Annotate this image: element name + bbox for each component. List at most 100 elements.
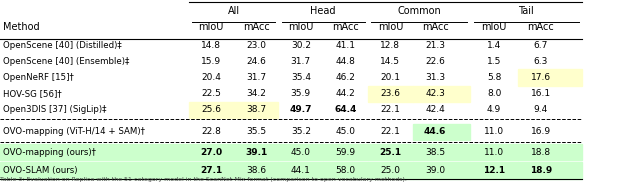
Text: 17.6: 17.6	[531, 73, 551, 82]
Text: 44.2: 44.2	[336, 89, 355, 98]
Text: 31.3: 31.3	[425, 73, 445, 82]
Text: 12.8: 12.8	[380, 41, 401, 49]
Text: 64.4: 64.4	[335, 105, 356, 114]
Text: 44.8: 44.8	[335, 57, 356, 66]
Bar	[189, 102, 234, 118]
Text: OpenScene [40] (Distilled)‡: OpenScene [40] (Distilled)‡	[3, 41, 122, 49]
Bar	[518, 162, 582, 179]
Text: 5.8: 5.8	[487, 73, 501, 82]
Text: 14.5: 14.5	[380, 57, 401, 66]
Text: mIoU: mIoU	[198, 22, 224, 32]
Text: 11.0: 11.0	[484, 148, 504, 157]
Text: 42.3: 42.3	[425, 89, 445, 98]
Text: HOV-SG [56]†: HOV-SG [56]†	[3, 89, 62, 98]
Text: 25.6: 25.6	[201, 105, 221, 114]
Text: 18.8: 18.8	[531, 148, 551, 157]
Text: 45.0: 45.0	[291, 148, 311, 157]
Text: 4.9: 4.9	[487, 105, 501, 114]
Text: 35.5: 35.5	[246, 128, 266, 136]
Bar	[234, 102, 278, 118]
Text: 44.6: 44.6	[424, 128, 446, 136]
Bar	[518, 144, 582, 160]
Bar	[323, 162, 368, 179]
Text: 16.9: 16.9	[531, 128, 551, 136]
Bar	[0, 144, 189, 160]
Text: mAcc: mAcc	[243, 22, 269, 32]
Text: 12.1: 12.1	[483, 166, 505, 175]
Bar	[470, 144, 518, 160]
Text: 27.0: 27.0	[200, 148, 222, 157]
Text: 9.4: 9.4	[534, 105, 548, 114]
Bar	[413, 124, 470, 140]
Bar	[413, 162, 470, 179]
Text: 22.8: 22.8	[201, 128, 221, 136]
Text: Head: Head	[310, 6, 336, 16]
Bar	[0, 162, 189, 179]
Text: 49.7: 49.7	[289, 105, 312, 114]
Text: 41.1: 41.1	[335, 41, 356, 49]
Text: 22.6: 22.6	[425, 57, 445, 66]
Text: 1.5: 1.5	[487, 57, 501, 66]
Text: Table 3: Evaluation on Replica with the 51-category model in the ScanNet-Mix for: Table 3: Evaluation on Replica with the …	[0, 177, 407, 182]
Text: 22.5: 22.5	[201, 89, 221, 98]
Text: 16.1: 16.1	[531, 89, 551, 98]
Text: mAcc: mAcc	[422, 22, 449, 32]
Text: 25.1: 25.1	[380, 148, 401, 157]
Text: mIoU: mIoU	[288, 22, 314, 32]
Text: 39.0: 39.0	[425, 166, 445, 175]
Text: 38.7: 38.7	[246, 105, 266, 114]
Text: 35.9: 35.9	[291, 89, 311, 98]
Text: 44.1: 44.1	[291, 166, 311, 175]
Text: mIoU: mIoU	[481, 22, 507, 32]
Text: 34.2: 34.2	[246, 89, 266, 98]
Text: 23.0: 23.0	[246, 41, 266, 49]
Text: 30.2: 30.2	[291, 41, 311, 49]
Text: 35.4: 35.4	[291, 73, 311, 82]
Text: OVO-SLAM (ours): OVO-SLAM (ours)	[3, 166, 77, 175]
Text: 39.1: 39.1	[245, 148, 267, 157]
Text: OVO-mapping (ViT-H/14 + SAM)†: OVO-mapping (ViT-H/14 + SAM)†	[3, 128, 145, 136]
Bar	[518, 69, 582, 86]
Text: Tail: Tail	[518, 6, 534, 16]
Text: 15.9: 15.9	[201, 57, 221, 66]
Text: 6.7: 6.7	[534, 41, 548, 49]
Text: 21.3: 21.3	[425, 41, 445, 49]
Text: 31.7: 31.7	[291, 57, 311, 66]
Bar	[234, 162, 278, 179]
Text: 1.4: 1.4	[487, 41, 501, 49]
Text: 45.0: 45.0	[335, 128, 356, 136]
Text: Method: Method	[3, 22, 40, 32]
Text: 6.3: 6.3	[534, 57, 548, 66]
Text: 46.2: 46.2	[335, 73, 356, 82]
Text: mAcc: mAcc	[527, 22, 554, 32]
Bar	[234, 144, 278, 160]
Text: 23.6: 23.6	[380, 89, 401, 98]
Text: 38.6: 38.6	[246, 166, 266, 175]
Text: 27.1: 27.1	[200, 166, 222, 175]
Text: 24.6: 24.6	[246, 57, 266, 66]
Text: 35.2: 35.2	[291, 128, 311, 136]
Bar	[368, 86, 413, 102]
Text: 22.1: 22.1	[380, 128, 401, 136]
Text: 14.8: 14.8	[201, 41, 221, 49]
Bar	[189, 162, 234, 179]
Text: 58.0: 58.0	[335, 166, 356, 175]
Text: OpenNeRF [15]†: OpenNeRF [15]†	[3, 73, 74, 82]
Bar	[413, 86, 470, 102]
Bar	[323, 144, 368, 160]
Text: 11.0: 11.0	[484, 128, 504, 136]
Text: 59.9: 59.9	[335, 148, 356, 157]
Text: 8.0: 8.0	[487, 89, 501, 98]
Text: Open3DIS [37] (SigLip)‡: Open3DIS [37] (SigLip)‡	[3, 105, 107, 114]
Bar	[413, 144, 470, 160]
Bar	[278, 162, 323, 179]
Text: 22.1: 22.1	[380, 105, 401, 114]
Bar	[470, 162, 518, 179]
Text: 20.4: 20.4	[201, 73, 221, 82]
Bar	[368, 144, 413, 160]
Text: 38.5: 38.5	[425, 148, 445, 157]
Text: Common: Common	[397, 6, 441, 16]
Text: 31.7: 31.7	[246, 73, 266, 82]
Text: mAcc: mAcc	[332, 22, 359, 32]
Text: All: All	[228, 6, 239, 16]
